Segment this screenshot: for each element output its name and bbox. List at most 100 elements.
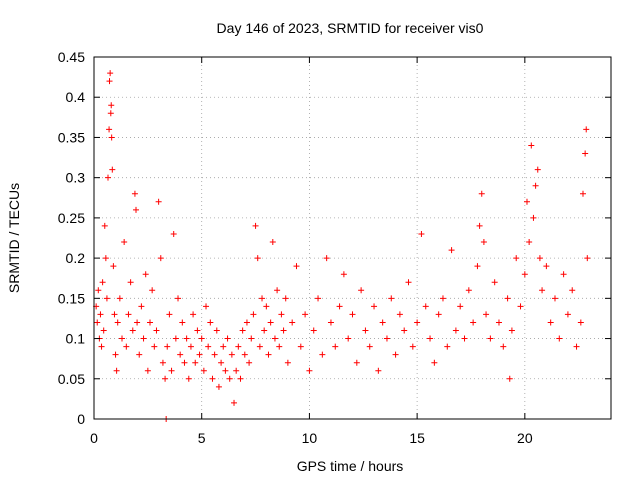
- data-point: [215, 383, 222, 390]
- data-point: [476, 222, 483, 229]
- data-point: [461, 335, 468, 342]
- data-point: [457, 303, 464, 310]
- data-point: [336, 303, 343, 310]
- data-point: [220, 343, 227, 350]
- data-point: [239, 327, 246, 334]
- y-tick-label: 0: [77, 411, 85, 427]
- data-point: [129, 327, 136, 334]
- data-point: [114, 319, 121, 326]
- y-tick-label: 0.2: [66, 250, 86, 266]
- grid: [94, 57, 611, 419]
- data-point: [504, 295, 511, 302]
- data-point: [140, 335, 147, 342]
- x-axis-label: GPS time / hours: [297, 458, 404, 474]
- y-axis-label: SRMTID / TECUs: [6, 183, 22, 293]
- x-tick-label: 15: [409, 430, 425, 446]
- data-point: [149, 287, 156, 294]
- data-point: [315, 295, 322, 302]
- data-point: [121, 239, 128, 246]
- data-point: [573, 343, 580, 350]
- data-point: [327, 319, 334, 326]
- y-axis: 0 0.05 0.1 0.15 0.2 0.25 0.3 0.35 0.4 0.45: [58, 49, 611, 427]
- data-point: [142, 271, 149, 278]
- data-point: [159, 359, 166, 366]
- chart-title: Day 146 of 2023, SRMTID for receiver vis…: [217, 20, 484, 36]
- data-point: [116, 295, 123, 302]
- data-point: [175, 295, 182, 302]
- y-tick-label: 0.1: [66, 331, 86, 347]
- data-point: [280, 327, 287, 334]
- data-point: [147, 319, 154, 326]
- data-point: [284, 359, 291, 366]
- data-point: [97, 311, 104, 318]
- data-point: [422, 303, 429, 310]
- x-axis: 0 5 10 15 20: [90, 57, 533, 446]
- data-point: [250, 311, 257, 318]
- x-tick-label: 10: [302, 430, 318, 446]
- y-tick-label: 0.05: [58, 371, 85, 387]
- data-point: [106, 78, 113, 85]
- x-tick-label: 0: [90, 430, 98, 446]
- data-point: [297, 343, 304, 350]
- y-tick-label: 0.4: [66, 89, 86, 105]
- data-point: [267, 319, 274, 326]
- data-point: [508, 327, 515, 334]
- data-point: [131, 190, 138, 197]
- data-point: [108, 134, 115, 141]
- data-point: [107, 110, 114, 117]
- data-point: [254, 255, 261, 262]
- data-point: [345, 335, 352, 342]
- data-point: [435, 311, 442, 318]
- data-point: [282, 295, 289, 302]
- data-point: [528, 142, 535, 149]
- data-point: [94, 319, 101, 326]
- data-point: [582, 150, 589, 157]
- data-point: [274, 287, 281, 294]
- data-point: [181, 359, 188, 366]
- data-point: [444, 343, 451, 350]
- data-point: [119, 335, 126, 342]
- data-point: [388, 295, 395, 302]
- data-point: [577, 319, 584, 326]
- data-point: [513, 255, 520, 262]
- data-point: [263, 303, 270, 310]
- data-point: [414, 319, 421, 326]
- data-point: [409, 343, 416, 350]
- data-point: [213, 327, 220, 334]
- data-point: [194, 327, 201, 334]
- data-point: [111, 311, 118, 318]
- data-point: [127, 279, 134, 286]
- data-point: [209, 375, 216, 382]
- data-point: [196, 351, 203, 358]
- data-point: [102, 255, 109, 262]
- data-point: [246, 359, 253, 366]
- data-point: [551, 295, 558, 302]
- data-point: [108, 102, 115, 109]
- data-point: [478, 190, 485, 197]
- data-point: [534, 166, 541, 173]
- data-point: [106, 126, 113, 133]
- data-point: [113, 367, 120, 374]
- data-point: [256, 343, 263, 350]
- data-point: [109, 166, 116, 173]
- data-point: [302, 311, 309, 318]
- data-point: [401, 327, 408, 334]
- data-point: [211, 351, 218, 358]
- data-point: [293, 263, 300, 270]
- data-point: [100, 327, 107, 334]
- data-point: [371, 303, 378, 310]
- data-point: [560, 271, 567, 278]
- data-point: [134, 319, 141, 326]
- data-point: [190, 311, 197, 318]
- y-tick-label: 0.35: [58, 129, 85, 145]
- data-point: [539, 287, 546, 294]
- data-point: [379, 319, 386, 326]
- data-point: [358, 287, 365, 294]
- data-point: [521, 271, 528, 278]
- data-point: [183, 335, 190, 342]
- data-point: [205, 343, 212, 350]
- data-point: [332, 343, 339, 350]
- data-point: [532, 182, 539, 189]
- data-point: [200, 367, 207, 374]
